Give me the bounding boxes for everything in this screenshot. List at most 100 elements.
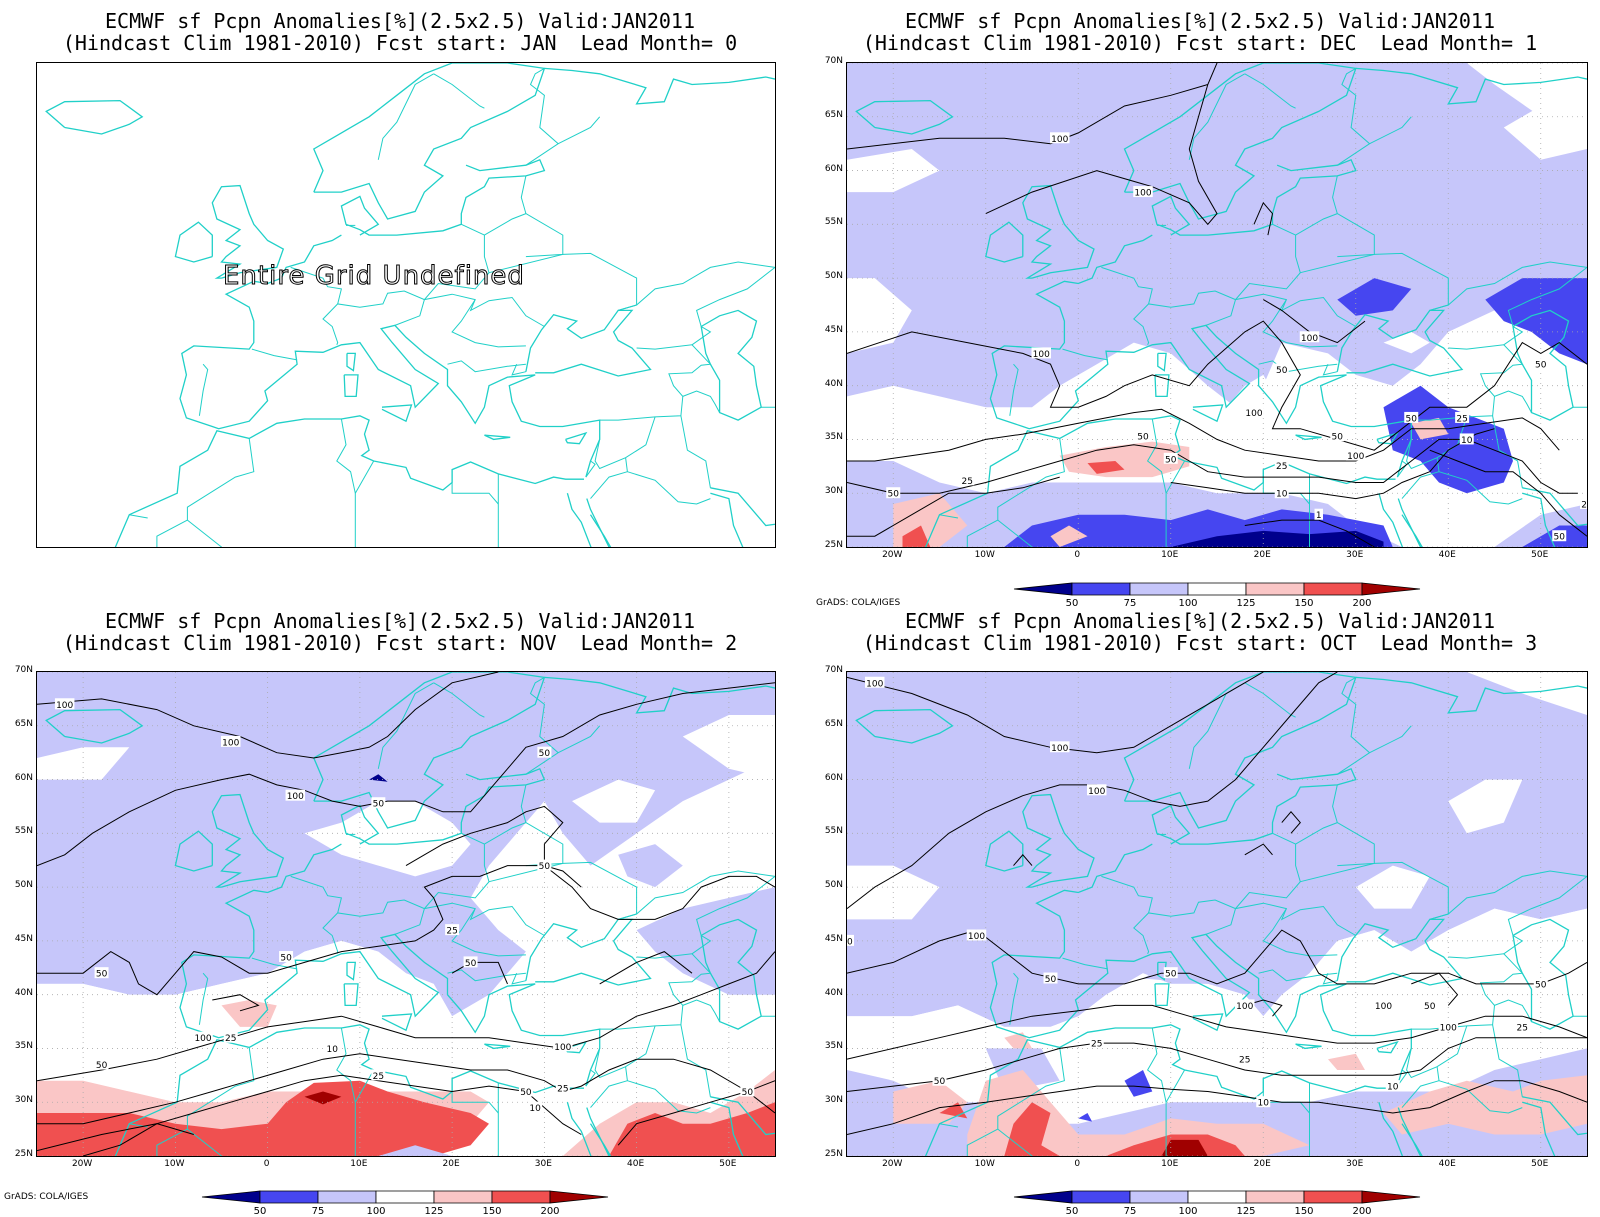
contour-label: 50 <box>1276 366 1288 376</box>
border-segment <box>680 1024 711 1097</box>
border-segment <box>1146 1027 1167 1103</box>
colorbar-swatch <box>1245 1190 1305 1204</box>
coastline-segment <box>211 793 285 888</box>
coastline-segment <box>1376 1040 1399 1054</box>
border-segment <box>682 390 721 413</box>
border-segment <box>1133 912 1150 955</box>
lon-tick-label: 20E <box>442 1159 460 1169</box>
coastline-segment <box>312 63 546 220</box>
colorbar-swatch <box>1071 1190 1131 1204</box>
contour-label-bg <box>94 967 109 979</box>
shading-region <box>37 747 130 780</box>
contour-label-bg <box>1031 347 1051 359</box>
contour-label: 1 <box>1316 511 1322 521</box>
border-segment <box>939 514 959 519</box>
contour-label: 50 <box>520 1088 532 1098</box>
coastline-segment <box>179 234 601 478</box>
border-segment <box>1262 299 1338 348</box>
border-segment <box>1573 406 1587 408</box>
shading-region <box>1503 106 1587 160</box>
coastline-map <box>45 63 775 547</box>
coastline-segment <box>710 487 775 527</box>
contour-label: 100 <box>1245 409 1262 419</box>
coastline-segment <box>484 434 511 441</box>
border-segment <box>557 725 601 754</box>
contour-label: 50 <box>465 959 477 969</box>
coastline-segment <box>1123 672 1357 829</box>
shading-region <box>37 1080 489 1156</box>
colorbar-swatch <box>1245 582 1305 596</box>
contour-label-bg <box>1136 430 1150 442</box>
lon-tick-label: 20E <box>1253 1159 1271 1169</box>
border-segment <box>599 344 712 421</box>
lon-tick-label: 20W <box>882 550 903 560</box>
shading-region <box>221 1000 277 1027</box>
contour-label-bg <box>740 1085 755 1097</box>
lat-tick-label: 50N <box>14 880 33 891</box>
contour-label: 25 <box>1581 500 1587 510</box>
border-segment <box>156 1047 255 1156</box>
coastline-segment <box>45 99 144 135</box>
contour-label-bg <box>1533 977 1548 989</box>
contour-label-bg <box>223 1031 238 1043</box>
contour-label-bg <box>1455 411 1470 423</box>
contour-label-bg <box>325 1042 340 1054</box>
shading-region <box>1161 1139 1208 1156</box>
contour-label: 100 <box>1033 350 1050 360</box>
colorbar-tick-label: 100 <box>1178 598 1198 609</box>
border-segment <box>511 973 527 985</box>
colorbar-tick-label: 75 <box>1123 1206 1137 1217</box>
colorbar-tick-label: 100 <box>366 1206 386 1217</box>
border-segment <box>1244 682 1296 718</box>
panel-lead-2: ECMWF sf Pcpn Anomalies[%](2.5x2.5) Vali… <box>0 600 800 1217</box>
colorbar-swatch <box>491 1190 551 1204</box>
contour-label-bg <box>1163 452 1178 464</box>
border-segment <box>451 469 499 505</box>
shading-region <box>572 779 656 823</box>
border-segment <box>1009 972 1019 1025</box>
lon-tick-label: 50E <box>1531 550 1549 560</box>
lat-tick-label: 55N <box>14 826 33 837</box>
undefined-grid-text: Entire Grid Undefined <box>223 261 525 292</box>
contour-line <box>1411 972 1459 1006</box>
border-segment <box>1205 902 1357 936</box>
coastline-segment <box>525 309 652 377</box>
border-segment <box>394 902 545 936</box>
contour-line <box>212 994 260 1012</box>
border-segment <box>1429 870 1587 920</box>
contour-label: 25 <box>1091 1040 1102 1050</box>
lat-tick-label: 70N <box>824 665 843 675</box>
lat-tick-label: 45N <box>14 933 33 944</box>
border-segment <box>451 908 526 957</box>
border-segment <box>939 1123 959 1128</box>
contour-label-bg <box>1089 1037 1104 1049</box>
contour-label: 100 <box>1236 1002 1253 1012</box>
colorbar-graphic <box>1013 1190 1421 1204</box>
colorbar-tick-label: 150 <box>482 1206 502 1217</box>
contour-label-bg <box>1133 186 1153 198</box>
border-segment <box>520 175 564 258</box>
contour-label-bg <box>1373 999 1394 1011</box>
contour-label-bg <box>371 797 386 809</box>
coastline-segment <box>1401 514 1423 547</box>
lat-tick-label: 25N <box>824 540 843 550</box>
coastline-segment <box>1376 431 1399 445</box>
lat-tick-label: 60N <box>824 163 843 174</box>
border-segment <box>691 875 775 955</box>
lon-tick-label: 10W <box>974 550 995 560</box>
border-segment <box>761 406 775 408</box>
colorbar-tick-label: 200 <box>540 1206 560 1217</box>
contour-label: 25 <box>1276 462 1287 472</box>
shading-region <box>847 672 1587 1027</box>
contour-label-bg <box>886 487 901 499</box>
border-segment <box>198 972 209 1025</box>
contour-label: 50 <box>96 970 108 980</box>
colorbar-tick-label: 50 <box>253 1206 267 1217</box>
contour-label: 50 <box>539 749 551 759</box>
contour-label: 25 <box>446 927 457 937</box>
coastline-segment <box>114 415 584 547</box>
lat-tick-label: 35N <box>824 1041 843 1052</box>
contour-label-bg <box>371 1069 386 1081</box>
shading-region <box>847 63 1587 408</box>
colorbar-swatch <box>375 1190 435 1204</box>
